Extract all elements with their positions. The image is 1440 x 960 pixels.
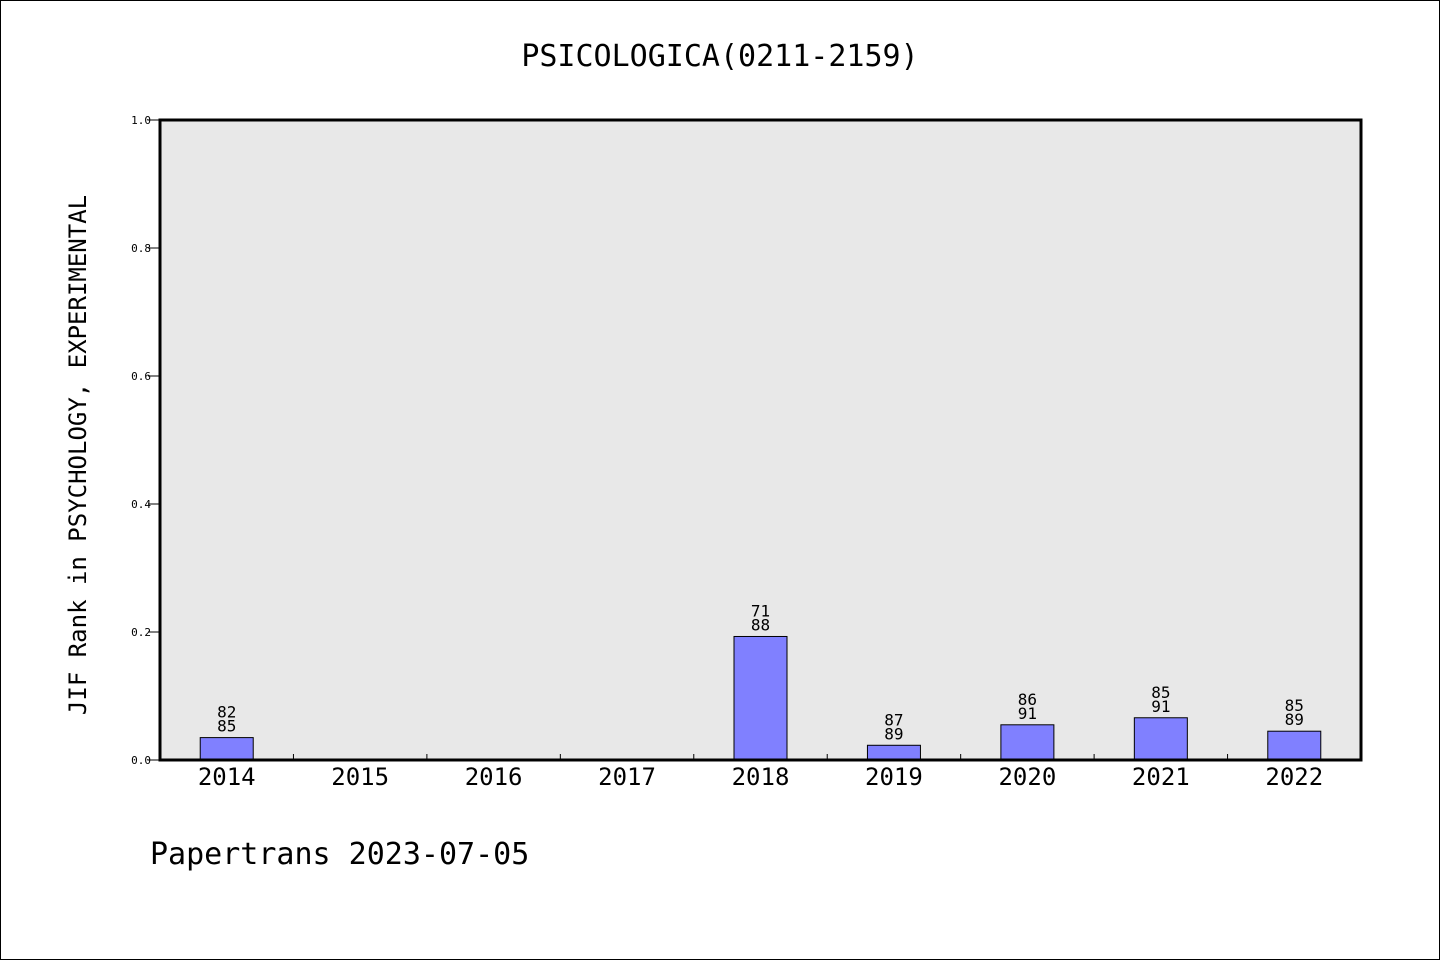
y-tick-label: 0.6 (131, 370, 151, 383)
bar-label-top: 71 (751, 601, 770, 620)
x-axis: 2014 2015 2016 2017 2018 2019 2020 2021 2022 (198, 754, 1323, 791)
x-tick-label: 2021 (1132, 763, 1190, 791)
footer-text: Papertrans 2023-07-05 (150, 837, 529, 872)
y-tick-label: 0.0 (131, 754, 151, 767)
chart-title: PSICOLOGICA(0211-2159) (521, 39, 918, 74)
bar-label-bottom: 89 (884, 724, 903, 743)
bar-label-top: 85 (1151, 683, 1170, 702)
bar-label-bottom: 85 (217, 717, 236, 736)
x-tick-label: 2020 (998, 763, 1056, 791)
x-tick-label: 2019 (865, 763, 923, 791)
bar-2020 (1000, 724, 1055, 761)
y-tick-label: 0.4 (131, 498, 151, 511)
bar-label-top: 86 (1018, 690, 1037, 709)
x-tick-label: 2014 (198, 763, 256, 791)
bar-2018 (733, 635, 788, 761)
plot-border (158, 118, 1363, 762)
bar-label-top: 87 (884, 710, 903, 729)
bar-label-bottom: 88 (751, 615, 770, 634)
y-tick-label: 1.0 (131, 114, 151, 127)
bar-label-top: 85 (1285, 696, 1304, 715)
x-tick-label: 2017 (598, 763, 656, 791)
x-tick-label: 2018 (732, 763, 790, 791)
bars (199, 635, 1322, 761)
bar-2019 (866, 744, 921, 761)
y-axis-label: JIF Rank in PSYCHOLOGY, EXPERIMENTAL (64, 195, 92, 715)
x-tick-label: 2016 (465, 763, 523, 791)
bar-2014 (199, 737, 254, 761)
bar-label-bottom: 89 (1285, 710, 1304, 729)
bar-label-bottom: 91 (1151, 697, 1170, 716)
y-axis: 0.0 0.2 0.4 0.6 0.8 1.0 (131, 114, 160, 767)
x-tick-label: 2022 (1265, 763, 1323, 791)
bar-label-bottom: 91 (1018, 704, 1037, 723)
y-tick-label: 0.2 (131, 626, 151, 639)
bar-label-top: 82 (217, 703, 236, 722)
bar-2021 (1133, 717, 1188, 761)
y-tick-label: 0.8 (131, 242, 151, 255)
bar-2022 (1267, 730, 1322, 761)
x-tick-label: 2015 (331, 763, 389, 791)
